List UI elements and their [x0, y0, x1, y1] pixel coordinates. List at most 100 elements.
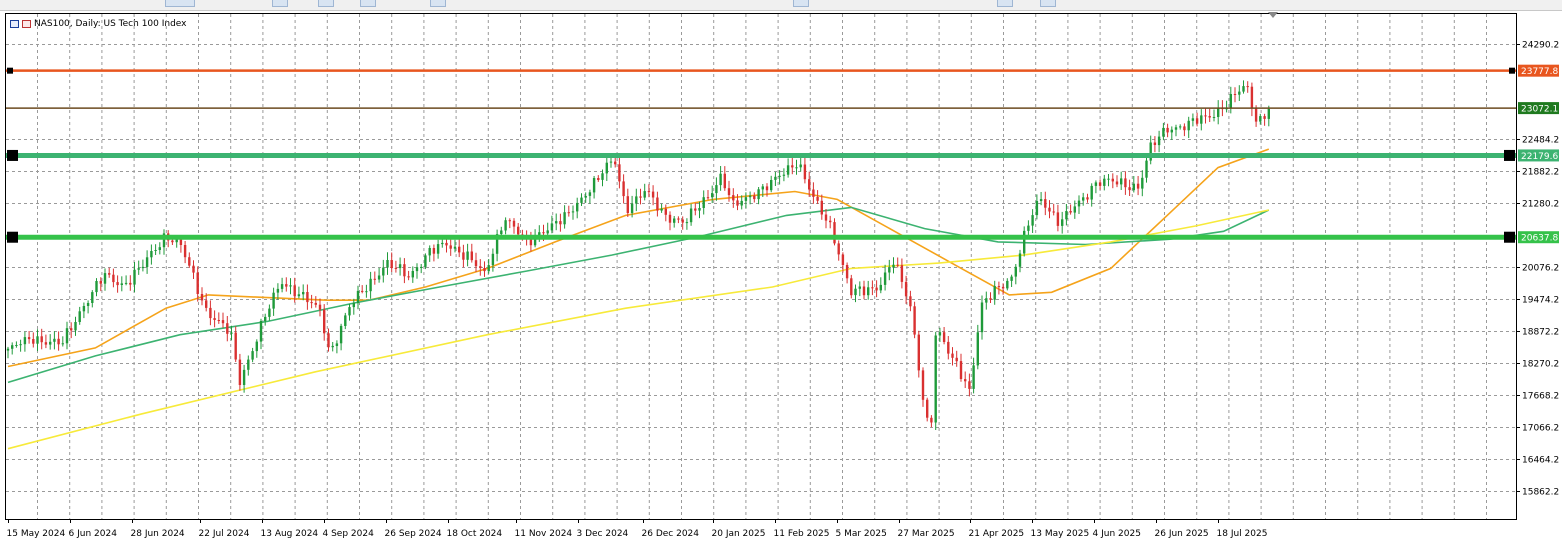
candle-body: [850, 278, 853, 296]
candle-body: [1242, 86, 1245, 92]
candle-body: [685, 222, 689, 224]
candle-body: [356, 290, 360, 304]
candle-body: [1166, 127, 1169, 133]
toolbar-chart-type-button[interactable]: [165, 0, 195, 7]
candle-body: [1174, 127, 1178, 130]
candle-body: [854, 288, 857, 296]
candle-body: [1200, 115, 1203, 124]
candle-body: [420, 266, 423, 268]
chart-shift-marker-icon[interactable]: [1268, 12, 1278, 18]
toolbar-strip: [0, 0, 1562, 11]
candle-body: [259, 321, 263, 342]
x-tick-label: 28 Jun 2024: [131, 529, 185, 539]
candle-body: [1263, 116, 1266, 119]
candle-body: [508, 220, 511, 222]
x-tick-label: 20 Jan 2025: [712, 529, 766, 539]
candle-body: [584, 196, 587, 198]
candle-body: [86, 303, 90, 306]
candle-body: [715, 185, 718, 194]
candle-body: [310, 302, 313, 304]
candle-body: [748, 195, 752, 198]
candle-body: [668, 214, 672, 223]
candle-body: [1208, 116, 1211, 118]
candle-body: [1191, 118, 1195, 121]
candle-body: [694, 208, 697, 211]
toolbar-grid-button[interactable]: [997, 0, 1013, 7]
candle-body: [441, 242, 444, 245]
candle-body: [673, 218, 676, 223]
candle-body: [879, 284, 882, 291]
candle-body: [964, 379, 967, 382]
candle-body: [70, 328, 73, 331]
candle-body: [1229, 94, 1232, 109]
candle-body: [753, 195, 756, 200]
toolbar-settings-button[interactable]: [1040, 0, 1056, 7]
candle-body: [103, 273, 107, 284]
candle-body: [407, 276, 410, 278]
toolbar-indicator-button[interactable]: [360, 0, 376, 7]
candle-body: [234, 332, 237, 360]
candle-body: [702, 197, 705, 208]
candle-body: [11, 345, 14, 349]
candle-body: [588, 192, 592, 196]
candle-body: [1014, 266, 1017, 277]
candle-body: [1001, 286, 1005, 289]
candle-body: [339, 325, 343, 344]
candle-body: [1006, 280, 1009, 289]
candle-body: [622, 181, 625, 197]
candle-body: [403, 264, 406, 277]
candle-body: [344, 315, 347, 326]
candle-body: [27, 337, 31, 340]
candle-body: [985, 298, 988, 303]
toolbar-template-button[interactable]: [430, 0, 446, 7]
toolbar-line-tool-button[interactable]: [272, 0, 288, 7]
candle-body: [888, 267, 891, 273]
candle-body: [1052, 211, 1055, 213]
candle-body: [382, 267, 385, 276]
candle-body: [491, 253, 495, 266]
candle-body: [1098, 182, 1102, 186]
candle-body: [487, 265, 490, 272]
toolbar-zoom-button[interactable]: [318, 0, 334, 7]
candle-body: [57, 338, 60, 345]
candle-body: [871, 287, 874, 289]
candle-body: [1077, 200, 1081, 207]
candle-body: [643, 191, 646, 198]
candle-body: [1103, 178, 1106, 186]
chart-plot-area[interactable]: [5, 13, 1517, 520]
x-tick-label: 22 Jul 2024: [199, 529, 250, 539]
chart-header: NAS100, Daily: US Tech 100 Index: [10, 17, 187, 31]
y-tick-label: 20076.2: [1522, 264, 1559, 274]
candle-body: [331, 345, 334, 348]
candle-body: [247, 359, 250, 370]
candle-body: [778, 175, 781, 177]
candle-body: [221, 320, 225, 324]
y-tick-label: 21280.2: [1522, 200, 1559, 210]
candle-body: [867, 287, 870, 296]
candle-body: [980, 302, 984, 333]
candle-body: [1238, 91, 1241, 95]
candle-body: [765, 186, 769, 191]
candle-body: [205, 300, 208, 308]
candle-body: [1128, 187, 1131, 191]
candle-body: [909, 296, 912, 307]
candle-body: [808, 179, 811, 190]
level-handle-left: [7, 67, 13, 74]
candle-body: [99, 281, 102, 284]
candle-body: [1217, 107, 1220, 117]
chart-window-icon: [10, 20, 19, 28]
candle-body: [1233, 94, 1237, 95]
candle-body: [306, 292, 309, 303]
level-price-tag: [1518, 102, 1559, 115]
candle-body: [415, 267, 419, 272]
candle-body: [251, 351, 254, 360]
candle-body: [428, 248, 431, 256]
candle-body: [335, 343, 339, 346]
candle-body: [242, 369, 246, 385]
candle-body: [955, 357, 958, 362]
candle-body: [116, 282, 119, 286]
candle-body: [120, 283, 123, 285]
y-tick-label: 21882.2: [1522, 168, 1559, 178]
toolbar-period-button[interactable]: [793, 0, 809, 7]
